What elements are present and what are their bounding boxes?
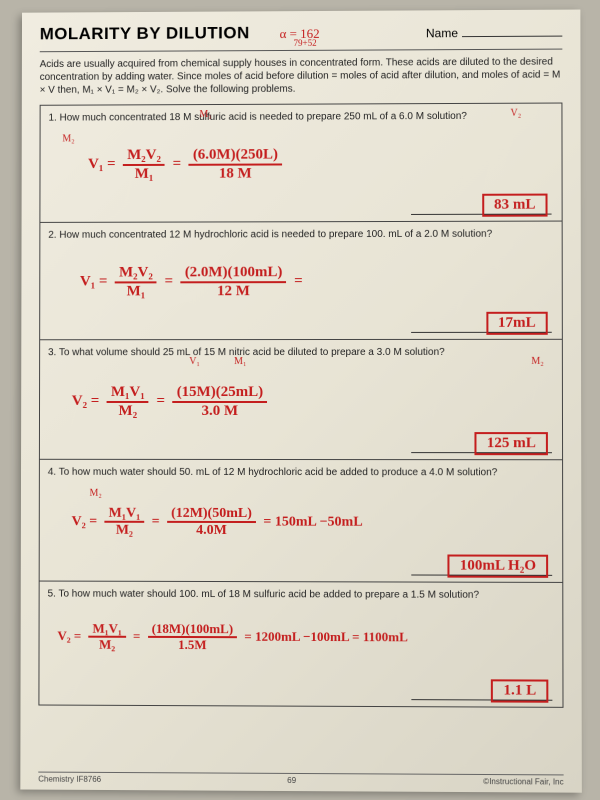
mark-v1: V₁ [189,356,200,367]
frac-den: M₁ [123,165,165,182]
problems-table: 1. How much concentrated 18 M sulfuric a… [38,103,563,708]
problem-row: 4. To how much water should 50. mL of 12… [40,460,563,583]
name-blank [462,36,562,38]
frac-den: M₂ [107,402,149,418]
footer: Chemistry IF8766 69 ©Instructional Fair,… [38,772,563,787]
frac-den: M₁ [115,283,157,300]
q-number: 3. [48,347,56,358]
answer-box: 125 mL [475,432,548,455]
question-text: 3. To what volume should 25 mL of 15 M n… [48,346,554,359]
eq: = [152,514,160,529]
answer-box: 100mL H₂O [448,554,548,577]
lhs: V₁ = [80,273,107,289]
worksheet-page: MOLARITY BY DILUTION α = 162 79+52 Name … [20,10,582,793]
question-text: 2. How much concentrated 12 M hydrochlor… [48,228,553,242]
problem-row: 5. To how much water should 100. mL of 1… [39,582,562,708]
answer-box: 17mL [486,312,548,335]
hand-calc-sub: 79+52 [294,38,320,48]
mark-m2: M₂ [62,133,74,144]
mark-m1: M₁ [199,109,211,120]
q-body: To how much water should 50. mL of 12 M … [59,467,498,478]
q-body: How much concentrated 18 M sulfuric acid… [60,111,467,124]
question-text: 5. To how much water should 100. mL of 1… [48,588,555,602]
hand-calc: α = 162 79+52 [280,26,320,48]
q-body: To how much water should 100. mL of 18 M… [58,589,479,601]
frac-num: (6.0M)(250L) [189,147,282,166]
frac-den: 1.5M [148,638,237,653]
frac-num: (15M)(25mL) [173,384,267,402]
question-text: 1. How much concentrated 18 M sulfuric a… [49,110,554,125]
q-body: How much concentrated 12 M hydrochloric … [59,229,492,241]
intro-text: Acids are usually acquired from chemical… [40,56,563,97]
frac-num: M₁V₁ [88,622,125,638]
lhs: V₂ = [57,628,81,643]
q-number: 2. [48,230,56,241]
frac-den: 12 M [181,283,287,300]
work: V₂ = M₁V₁M₂ = (15M)(25mL)3.0 M [72,384,271,419]
eq: = [133,628,140,643]
q-number: 4. [48,467,56,478]
answer-box: 83 mL [482,194,548,217]
work: V₁ = M₂V₂M₁ = (2.0M)(100mL)12 M = [80,264,303,299]
mark-m2: M₂ [90,488,102,499]
page-title: MOLARITY BY DILUTION [40,23,250,44]
frac-num: M₂V₂ [123,147,165,166]
frac-num: (12M)(50mL) [167,506,256,524]
tail: = 150mL −50mL [263,515,362,530]
header: MOLARITY BY DILUTION α = 162 79+52 Name [40,22,563,53]
q-number: 5. [48,589,56,600]
footer-left: Chemistry IF8766 [38,775,101,784]
name-label: Name [426,26,458,40]
q-number: 1. [49,113,57,124]
work: V₁ = M₂V₂M₁ = (6.0M)(250L)18 M [88,147,286,183]
lhs: V₂ = [72,514,98,529]
work: V₂ = M₁V₁M₂ = (18M)(100mL)1.5M = 1200mL … [57,622,407,654]
frac-num: M₂V₂ [115,264,157,282]
frac-num: M₁V₁ [107,384,149,402]
footer-page: 69 [287,776,296,785]
mark-m1: M₁ [234,356,246,367]
frac-den: 3.0 M [173,402,267,418]
work: V₂ = M₁V₁M₂ = (12M)(50mL)4.0M = 150mL −5… [72,506,363,539]
mark-m2: M₂ [531,356,543,367]
frac-num: (18M)(100mL) [148,622,237,639]
lhs: V₁ = [88,156,115,172]
mark-v2: V₂ [510,108,521,119]
problem-row: 2. How much concentrated 12 M hydrochlor… [40,222,562,341]
frac-den: 4.0M [167,523,256,539]
tail: = [294,273,303,289]
frac-num: (2.0M)(100mL) [181,264,287,283]
tail: = 1200mL −100mL = 1100mL [244,628,407,644]
frac-den: M₂ [88,638,125,652]
question-text: 4. To how much water should 50. mL of 12… [48,466,554,480]
frac-den: 18 M [189,165,282,182]
problem-row: 1. How much concentrated 18 M sulfuric a… [40,104,561,223]
eq: = [173,156,182,172]
frac-den: M₂ [105,523,145,538]
footer-right: ©Instructional Fair, Inc [483,777,563,787]
eq: = [165,273,174,289]
q-body: To what volume should 25 mL of 15 M nitr… [59,347,445,358]
frac-num: M₁V₁ [105,506,145,523]
answer-box: 1.1 L [491,679,548,702]
lhs: V₂ = [72,393,99,409]
problem-row: 3. To what volume should 25 mL of 15 M n… [40,340,562,460]
eq: = [156,393,165,409]
